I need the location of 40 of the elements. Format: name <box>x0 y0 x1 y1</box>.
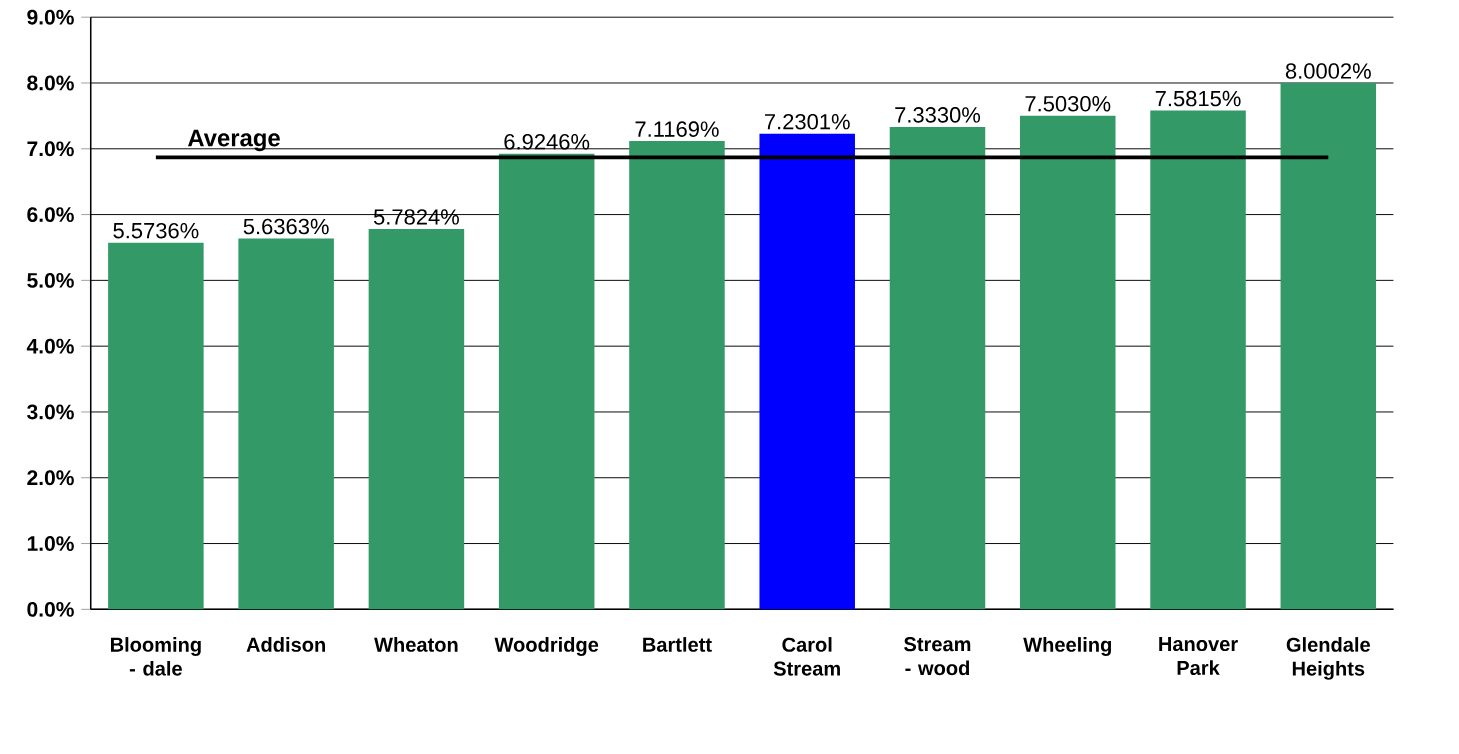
x-tick-label: Blooming - dale <box>110 637 201 676</box>
x-tick-label: Bartlett <box>643 637 712 653</box>
bar <box>368 229 465 610</box>
y-tick-label: 9.0% <box>27 10 74 25</box>
bar <box>759 133 855 610</box>
x-tick-label: Addison <box>246 637 325 653</box>
y-tick-label: 4.0% <box>26 338 74 354</box>
data-label: 5.5736% <box>113 223 199 239</box>
y-tick-label: 3.0% <box>27 404 74 420</box>
bar <box>1280 83 1377 610</box>
bar <box>238 238 334 610</box>
bar <box>1150 110 1246 610</box>
y-tick-label: 7.0% <box>27 141 74 157</box>
bar <box>108 242 204 610</box>
y-tick-label: 0.0% <box>27 602 74 617</box>
x-tick-label: Stream - wood <box>904 637 971 676</box>
bar <box>629 141 725 610</box>
y-tick-label: 1.0% <box>27 536 74 552</box>
data-label: 7.5030% <box>1025 96 1111 112</box>
data-label: 7.5815% <box>1155 90 1241 107</box>
y-tick-label: 6.0% <box>27 207 74 223</box>
y-tick-label: 2.0% <box>27 470 74 486</box>
data-label: 6.9246% <box>504 134 590 150</box>
data-label: 7.1169% <box>635 121 719 138</box>
data-label: 7.3330% <box>895 107 981 123</box>
x-tick-label: Carol Stream <box>773 637 840 676</box>
x-tick-label: Wheaton <box>374 637 458 653</box>
x-tick-label: Hanover Park <box>1159 637 1238 676</box>
x-tick-label: Glendale Heights <box>1286 637 1370 680</box>
y-tick-label: 5.0% <box>27 273 74 289</box>
y-tick-label: 8.0% <box>27 75 74 91</box>
data-label: 8.0002% <box>1285 63 1371 79</box>
bar <box>498 153 595 610</box>
data-label: 7.2301% <box>765 114 850 130</box>
bar <box>1020 115 1116 610</box>
x-tick-label: Woodridge <box>494 637 599 657</box>
x-tick-label: Wheeling <box>1023 637 1111 657</box>
data-label: 5.6363% <box>243 218 329 235</box>
ref-line-label: Average <box>187 129 280 152</box>
bar <box>889 127 986 610</box>
